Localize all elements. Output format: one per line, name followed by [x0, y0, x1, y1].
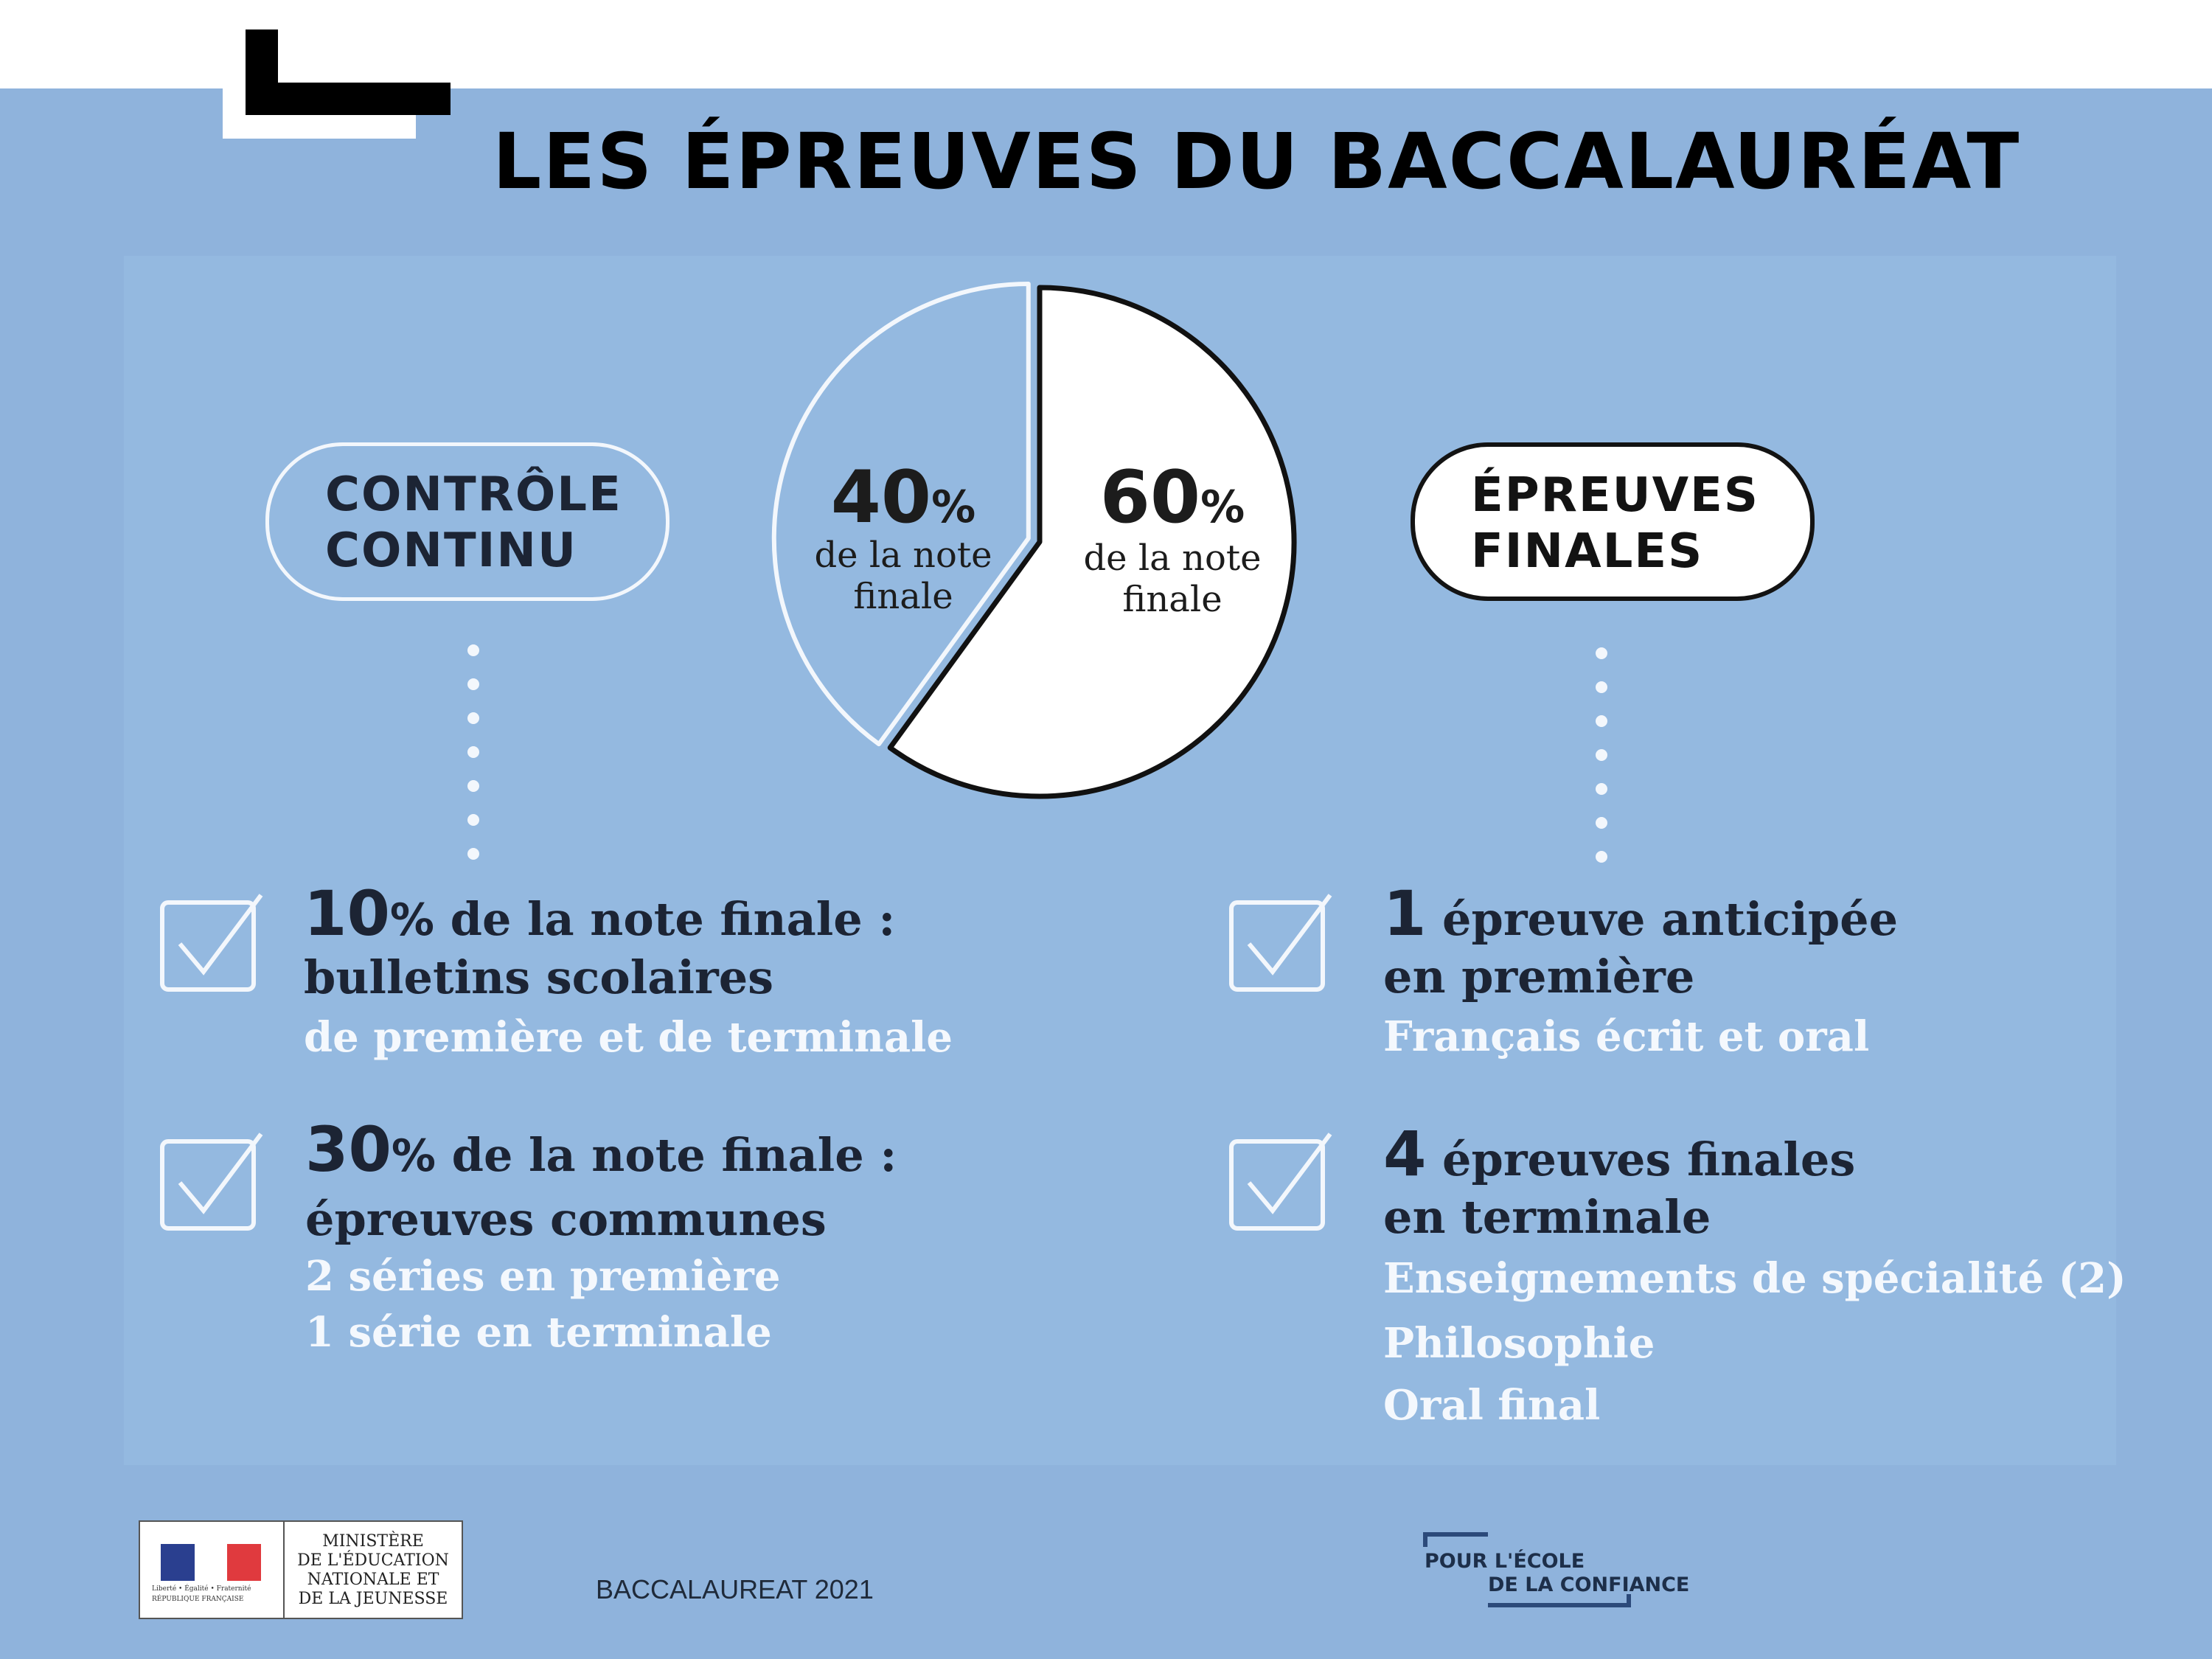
- item-number: 1: [1383, 877, 1427, 950]
- pie-value-60: 60: [1099, 456, 1201, 540]
- ecole-line-1: POUR L'ÉCOLE: [1425, 1550, 1585, 1573]
- checkbox-icon: [160, 894, 263, 992]
- list-item-epreuve-anticipee: 1 épreuve anticipée en première Français…: [1383, 883, 1899, 1065]
- item-heading: épreuves finales: [1426, 1133, 1856, 1186]
- pie-slice-40: [771, 282, 1031, 747]
- right-dotted-connector: [1596, 647, 1607, 885]
- item-sub: de première et de terminale: [304, 1013, 953, 1062]
- list-item-epreuves-finales: 4 épreuves finales en terminale Enseigne…: [1383, 1123, 2126, 1435]
- checkbox-icon: [1229, 1133, 1332, 1231]
- corner-logo-horizontal: [246, 83, 451, 115]
- item-sub: Français écrit et oral: [1383, 1012, 1870, 1061]
- ministry-line: MINISTÈRE: [322, 1532, 424, 1551]
- pie-slice-60: [887, 285, 1297, 799]
- list-item-controle-10: 10% de la note finale : bulletins scolai…: [304, 883, 953, 1065]
- item-line-2: en terminale: [1383, 1190, 1711, 1244]
- pie-sub-40-line1: de la note: [814, 535, 992, 576]
- pill-line-1: ÉPREUVES: [1471, 468, 1759, 523]
- ministry-name: MINISTÈRE DE L'ÉDUCATION NATIONALE ET DE…: [285, 1532, 462, 1609]
- flag-icon: [161, 1544, 261, 1581]
- item-sub: Oral final: [1383, 1381, 1601, 1430]
- pill-line-1: CONTRÔLE: [325, 467, 622, 522]
- item-sub: Enseignements de spécialité (2): [1383, 1254, 2126, 1303]
- pie-unit-40: %: [931, 481, 976, 533]
- controle-continu-pill: CONTRÔLE CONTINU: [265, 442, 669, 601]
- pie-value-40: 40: [830, 456, 932, 540]
- page-title: LES ÉPREUVES DU BACCALAURÉAT: [493, 116, 2021, 206]
- item-unit: %: [391, 1130, 437, 1182]
- item-line-2: bulletins scolaires: [304, 950, 774, 1004]
- pie-sub-60-line2: finale: [1122, 579, 1222, 620]
- item-number: 4: [1383, 1118, 1427, 1190]
- pill-line-2: CONTINU: [325, 524, 577, 578]
- checkbox-icon: [160, 1133, 263, 1231]
- pill-line-2: FINALES: [1471, 524, 1704, 579]
- item-heading: épreuve anticipée: [1426, 892, 1899, 946]
- logo-motto: Liberté • Égalité • Fraternité: [152, 1585, 251, 1593]
- item-line-2: épreuves communes: [305, 1192, 827, 1246]
- logo-divider: [283, 1522, 285, 1618]
- ministry-logo: Liberté • Égalité • Fraternité RÉPUBLIQU…: [139, 1520, 463, 1619]
- epreuves-finales-pill: ÉPREUVES FINALES: [1411, 442, 1815, 601]
- item-heading: de la note finale :: [434, 892, 896, 946]
- pie-unit-60: %: [1200, 481, 1245, 533]
- item-line-2: en première: [1383, 950, 1695, 1004]
- item-number: 30: [305, 1113, 392, 1186]
- pie-label-60: 60% de la note finale: [1077, 461, 1268, 620]
- pie-sub-40-line2: finale: [853, 576, 953, 617]
- item-number: 10: [304, 877, 390, 950]
- ministry-line: DE LA JEUNESSE: [298, 1590, 448, 1608]
- item-unit: %: [389, 894, 435, 946]
- item-sub: 1 série en terminale: [305, 1308, 772, 1357]
- pie-sub-60-line1: de la note: [1083, 538, 1262, 579]
- item-sub: Philosophie: [1383, 1319, 1655, 1368]
- pie-label-40: 40% de la note finale: [807, 461, 999, 617]
- ministry-line: DE L'ÉDUCATION: [297, 1551, 449, 1570]
- checkbox-icon: [1229, 894, 1332, 992]
- left-dotted-connector: [467, 644, 479, 882]
- logo-republic: RÉPUBLIQUE FRANÇAISE: [152, 1596, 244, 1603]
- item-heading: de la note finale :: [436, 1128, 897, 1182]
- footer-caption: BACCALAUREAT 2021: [596, 1574, 874, 1604]
- ecole-line-2: DE LA CONFIANCE: [1488, 1573, 1690, 1596]
- list-item-controle-30: 30% de la note finale : épreuves commune…: [305, 1119, 897, 1360]
- ministry-line: NATIONALE ET: [307, 1571, 439, 1589]
- item-sub: 2 séries en première: [305, 1252, 781, 1301]
